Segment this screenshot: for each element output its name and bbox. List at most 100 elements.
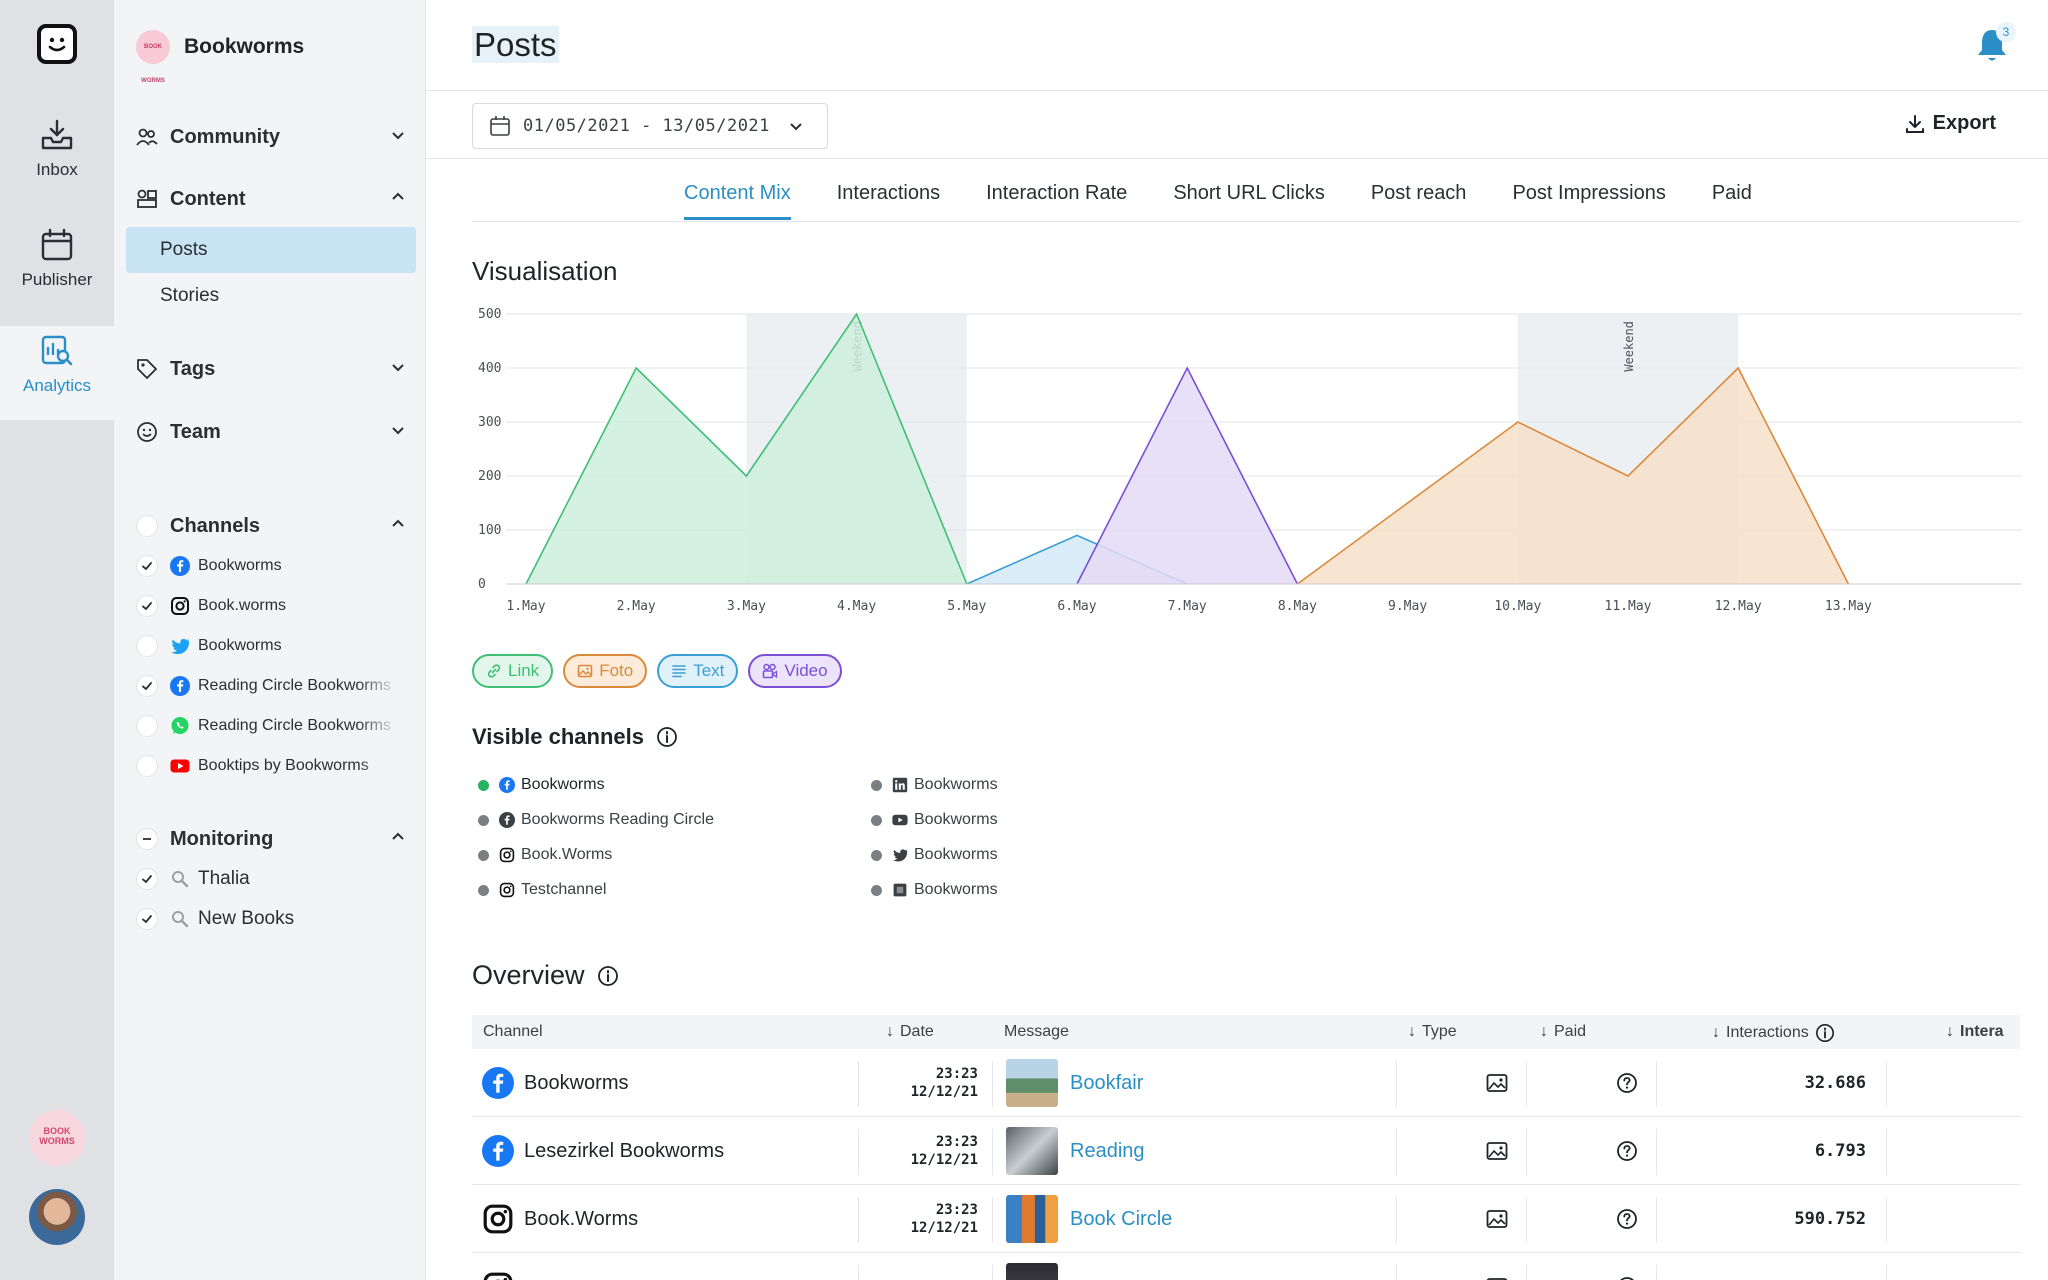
sidebar-item-stories[interactable]: Stories — [160, 285, 220, 306]
col-message[interactable]: Message — [1004, 1023, 1069, 1041]
tab-interaction-rate[interactable]: Interaction Rate — [986, 182, 1128, 204]
post-message-link[interactable]: Reading — [1070, 1139, 1145, 1162]
sidebar-content[interactable]: Content — [136, 184, 406, 214]
series-line-video — [1076, 366, 1299, 585]
table-row[interactable]: Lesezirkel Bookworms 23:23 12/12/21 Readi… — [472, 1117, 2020, 1185]
tab-paid[interactable]: Paid — [1711, 182, 1752, 204]
sidebar-channel-item[interactable]: Reading Circle Bookworms — [136, 711, 406, 741]
channel-checkbox[interactable] — [136, 675, 158, 697]
tab-content-mix[interactable]: Content Mix — [684, 182, 791, 220]
sidebar-community[interactable]: Community — [136, 122, 406, 152]
x-tick-label: 9.May — [1388, 599, 1427, 614]
info-icon[interactable] — [656, 726, 678, 748]
sidebar-monitoring[interactable]: Monitoring — [136, 824, 406, 854]
table-row[interactable]: 23:23 — [472, 1253, 2020, 1280]
workspace-avatar-text: BOOK WORMS — [39, 1126, 75, 1146]
table-row[interactable]: Book.Worms 23:23 12/12/21 Book Circle 590… — [472, 1185, 2020, 1253]
user-avatar[interactable] — [29, 1189, 85, 1245]
legend-pill-label: Foto — [599, 661, 634, 680]
channel-checkbox[interactable] — [136, 555, 158, 577]
sidebar-channels[interactable]: Channels — [136, 511, 406, 541]
sidebar-monitoring-item[interactable]: Thalia — [136, 864, 406, 894]
legend-pill-label: Video — [784, 661, 828, 680]
rail-analytics-label: Analytics — [22, 376, 92, 395]
tab-interactions[interactable]: Interactions — [836, 182, 941, 204]
monitoring-checkbox[interactable] — [136, 908, 158, 930]
sort-arrow-icon: ↓ — [886, 1023, 894, 1040]
col-paid[interactable]: ↓ Paid — [1540, 1023, 1586, 1041]
legend-pill-text[interactable]: Text — [657, 654, 739, 688]
visible-channel-item[interactable]: Bookworms — [871, 811, 998, 829]
visible-channel-item[interactable]: Testchannel — [478, 881, 606, 899]
rail-publisher[interactable]: Publisher — [0, 228, 114, 290]
table-row[interactable]: Bookworms 23:23 12/12/21 Bookfair 32.686 — [472, 1049, 2020, 1117]
sidebar-content-label: Content — [170, 187, 246, 210]
visible-channel-item[interactable]: Bookworms — [871, 776, 998, 794]
channels-select-all-checkbox[interactable] — [136, 515, 158, 537]
series-area-link — [526, 314, 967, 584]
monitoring-select-all-checkbox[interactable] — [136, 828, 158, 850]
sidebar-channel-item[interactable]: Booktips by Bookworms — [136, 751, 406, 781]
post-thumbnail[interactable] — [1006, 1127, 1058, 1175]
channel-checkbox[interactable] — [136, 595, 158, 617]
visible-channel-item[interactable]: Bookworms Reading Circle — [478, 811, 714, 829]
sidebar-tags[interactable]: Tags — [136, 354, 406, 384]
sidebar-channel-item[interactable]: Bookworms — [136, 551, 406, 581]
tab-post-reach[interactable]: Post reach — [1370, 182, 1467, 204]
legend-pill-link[interactable]: Link — [472, 654, 554, 688]
export-button[interactable]: Export — [1905, 112, 1996, 135]
channel-checkbox[interactable] — [136, 715, 158, 737]
col-interaction-rate[interactable]: ↓ Intera — [1946, 1023, 2020, 1041]
sidebar-item-posts[interactable]: Posts — [126, 227, 416, 273]
workspace-brand[interactable]: BOOK WORMS Bookworms — [136, 30, 304, 84]
chevron-up-icon — [392, 832, 404, 840]
y-tick-label: 500 — [478, 307, 501, 322]
channel-name: Bookworms — [524, 1071, 629, 1094]
sidebar-tags-label: Tags — [170, 357, 216, 380]
col-interactions[interactable]: ↓ Interactions — [1712, 1023, 1835, 1043]
channel-name: Lesezirkel Bookworms — [524, 1139, 725, 1162]
col-channel[interactable]: Channel — [483, 1023, 543, 1041]
post-thumbnail[interactable] — [1006, 1263, 1058, 1280]
legend-pill-video[interactable]: Video — [748, 654, 842, 688]
sidebar-channel-item[interactable]: Book.worms — [136, 591, 406, 621]
channel-status-dot — [871, 814, 882, 826]
workspace-avatar[interactable]: BOOK WORMS — [29, 1110, 85, 1166]
visible-channel-item[interactable]: Book.Worms — [478, 846, 612, 864]
visible-channel-item[interactable]: Bookworms — [871, 846, 998, 864]
visible-channel-name: Bookworms — [914, 881, 998, 898]
sidebar-team[interactable]: Team — [136, 417, 406, 447]
col-type[interactable]: ↓ Type — [1408, 1023, 1457, 1041]
image-icon — [1486, 1074, 1508, 1092]
sidebar-channel-item[interactable]: Bookworms — [136, 631, 406, 661]
instagram-icon — [170, 596, 190, 616]
date-range-picker[interactable]: 01/05/2021 - 13/05/2021 — [472, 103, 828, 149]
col-date[interactable]: ↓ Date — [886, 1023, 934, 1041]
rail-inbox[interactable]: Inbox — [0, 118, 114, 180]
post-thumbnail[interactable] — [1006, 1059, 1058, 1107]
legend-pill-foto[interactable]: Foto — [563, 654, 648, 688]
visible-channel-item[interactable]: Bookworms — [478, 776, 605, 794]
rail-analytics[interactable]: Analytics — [0, 334, 114, 396]
visualisation-title: Visualisation — [472, 256, 618, 286]
search-icon — [170, 869, 190, 889]
post-message-link[interactable]: Bookfair — [1070, 1071, 1144, 1094]
post-thumbnail[interactable] — [1006, 1195, 1058, 1243]
sidebar-channel-item[interactable]: Reading Circle Bookworms — [136, 671, 406, 701]
metric-tabs: Content Mix Interactions Interaction Rat… — [684, 182, 1798, 220]
monitoring-checkbox[interactable] — [136, 868, 158, 890]
tab-post-impressions[interactable]: Post Impressions — [1512, 182, 1666, 204]
y-tick-label: 400 — [478, 361, 501, 376]
channel-checkbox[interactable] — [136, 755, 158, 777]
tab-short-url-clicks[interactable]: Short URL Clicks — [1173, 182, 1325, 204]
interactions-cell — [1672, 1253, 1866, 1280]
app-logo-icon[interactable] — [37, 24, 77, 64]
channel-checkbox[interactable] — [136, 635, 158, 657]
sidebar-monitoring-item[interactable]: New Books — [136, 904, 406, 934]
info-icon[interactable] — [1815, 1023, 1835, 1043]
channel-cell: Lesezirkel Bookworms — [482, 1117, 724, 1185]
info-icon[interactable] — [597, 965, 619, 987]
post-message-link[interactable]: Book Circle — [1070, 1207, 1173, 1230]
visible-channel-item[interactable]: Bookworms — [871, 881, 998, 899]
x-tick-label: 10.May — [1494, 599, 1541, 614]
